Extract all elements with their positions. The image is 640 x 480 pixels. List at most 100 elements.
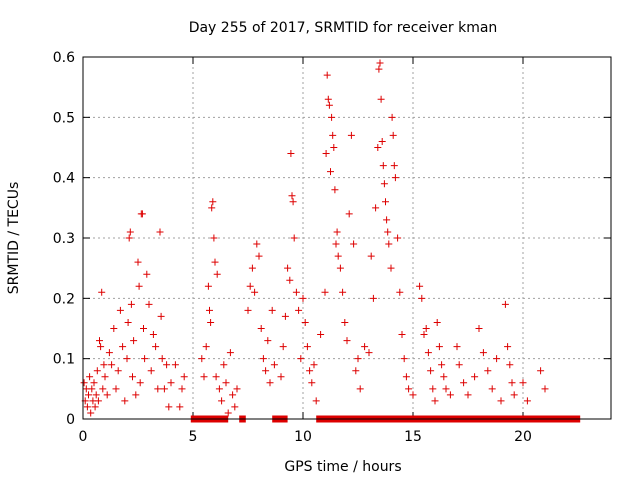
data-point [506,361,514,369]
data-point [125,234,133,242]
data-point [141,355,149,363]
data-point [246,282,254,290]
data-point [92,391,100,399]
data-point [85,391,92,399]
y-tick-label: 0.3 [53,231,75,247]
data-point [471,373,479,381]
data-point [145,300,153,308]
data-point [119,343,127,351]
axis-ticks: 0 0.1 0.2 0.3 0.4 0.5 0.6 0 5 10 15 20 [53,50,611,445]
data-point [124,318,132,326]
data-point [98,288,106,296]
data-point [479,349,487,357]
data-point [114,367,122,375]
data-point [475,325,483,332]
data-point [257,325,265,332]
data-point [288,192,296,200]
data-point [484,367,492,375]
data-point [389,131,397,139]
data-point [508,379,516,387]
data-point [510,391,518,399]
data-point [323,71,331,79]
data-point [167,379,175,387]
data-point [400,355,408,363]
data-point [158,355,166,363]
data-point [336,264,344,272]
data-point [134,258,142,266]
data-point [324,95,332,103]
data-point [388,113,396,121]
data-point [345,210,353,218]
data-point [132,391,140,399]
data-point [160,385,168,393]
data-point [306,367,314,375]
data-point [382,198,389,206]
data-point [312,397,320,405]
data-point [93,367,101,375]
y-tick-label: 0.4 [53,171,75,187]
data-point [384,228,392,236]
data-point [224,409,232,417]
data-point [379,162,387,170]
data-point [233,385,241,393]
data-point [149,331,157,339]
data-point [398,331,406,339]
data-point [334,252,342,260]
data-point [440,373,448,381]
data-point [90,379,98,387]
data-point [329,131,337,139]
data-point [446,391,454,399]
data-point [266,379,274,387]
data-point [264,337,272,345]
plot-frame [82,56,612,420]
data-point [200,373,208,381]
data-point [220,361,228,369]
data-point [303,343,311,351]
data-point [339,288,347,296]
data-point [176,403,184,411]
y-tick-label: 0.2 [53,291,75,307]
data-point [394,234,402,242]
data-point [424,349,432,357]
data-point [519,379,527,387]
data-point [438,361,446,369]
data-point [156,228,164,236]
data-point [537,367,545,375]
data-point [493,355,501,363]
data-point [328,113,336,121]
data-point [455,361,463,369]
data-point [163,361,171,369]
data-point [361,343,369,351]
data-point [356,385,364,393]
y-tick-label: 0.5 [53,110,75,126]
data-point [140,325,147,332]
data-point [171,361,179,369]
data-point [330,144,338,151]
data-point [299,294,307,302]
data-point [165,403,173,411]
data-point [152,343,160,351]
data-point [497,397,505,405]
data-point [317,331,325,339]
data-point [286,276,294,284]
data-point [108,361,116,369]
data-point [87,409,95,417]
data-point [180,373,188,381]
x-tick-label: 20 [514,429,532,445]
data-point [105,349,113,357]
data-point [204,282,212,290]
data-point [297,355,305,363]
data-point [418,294,426,302]
data-point [129,373,136,381]
data-point [212,373,220,381]
data-point [420,331,428,339]
data-point [213,270,221,278]
data-point [383,216,391,224]
data-point [268,306,276,314]
chart-title: Day 255 of 2017, SRMTID for receiver kma… [189,20,498,36]
x-tick-label: 0 [79,429,88,445]
data-point [372,204,380,212]
data-point [422,325,430,332]
data-point [378,137,386,145]
